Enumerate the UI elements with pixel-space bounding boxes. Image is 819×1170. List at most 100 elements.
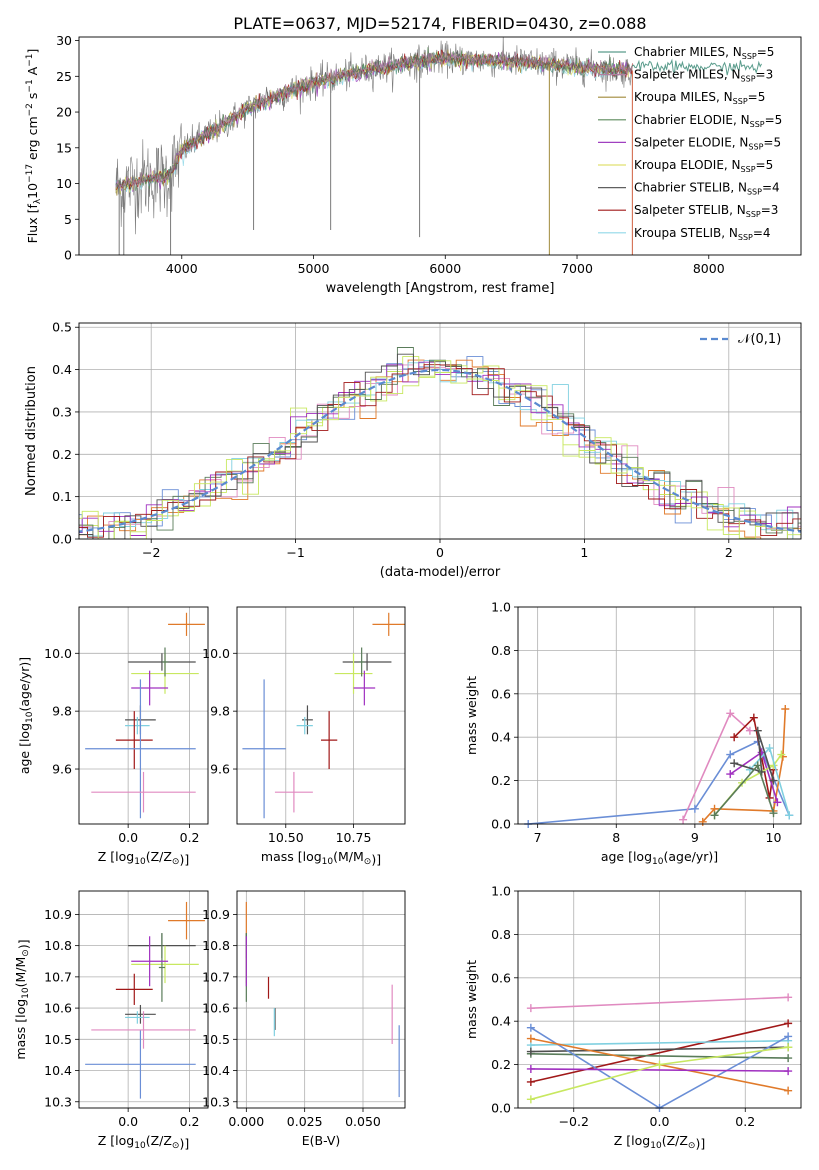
histogram-series [79, 364, 801, 538]
y-tick-label: 10.5 [202, 1032, 230, 1047]
x-tick-label: 0 [436, 545, 444, 560]
y-tick-label: 10.4 [202, 1063, 230, 1078]
y-tick-label: 0.6 [491, 970, 511, 985]
weight-marker [784, 1054, 793, 1063]
weight-marker [526, 1004, 535, 1013]
y-tick-label: 0.5 [52, 320, 72, 335]
weight-marker [526, 1064, 535, 1073]
x-tick-label: 4000 [166, 261, 198, 276]
weight-marker [726, 750, 735, 759]
y-tick-label: 10.6 [202, 1001, 230, 1016]
x-axis-label: Z [log10(Z/Z⊙)] [98, 1133, 189, 1151]
y-tick-label: 0.1 [52, 489, 72, 504]
x-axis-label: Z [log10(Z/Z⊙)] [614, 1133, 705, 1151]
x-axis-label: Z [log10(Z/Z⊙)] [98, 849, 189, 867]
x-tick-label: 0.2 [735, 1114, 755, 1129]
weight-marker [726, 770, 735, 779]
y-tick-label: 10.5 [44, 1032, 72, 1047]
y-tick-label: 10.9 [44, 907, 72, 922]
histogram-series [79, 360, 801, 539]
weight-marker [679, 815, 688, 824]
weight-line [733, 730, 775, 781]
age-Z-panel: 0.0 0.2 9.6 9.8 10.0 Z [log10(Z/Z⊙)] age [log1… [17, 606, 209, 867]
y-tick-label: 1.0 [491, 884, 511, 899]
weight-marker [765, 744, 774, 753]
weight-Z-panel: −0.2 0.0 0.2 0.0 0.2 0.4 0.6 0.8 1.0 Z [log10(Z/Z… [464, 884, 802, 1151]
y-tick-label: 25 [56, 69, 72, 84]
y-tick-label: 9.6 [210, 762, 230, 777]
axes-frame [78, 36, 802, 256]
y-tick-label: 20 [56, 105, 72, 120]
legend-entry: Salpeter ELODIE, NSSP=5 [634, 135, 781, 151]
axes-frame [517, 606, 802, 825]
x-tick-label: 9 [691, 830, 699, 845]
weight-line [682, 711, 751, 821]
y-tick-label: 10.4 [44, 1063, 72, 1078]
y-tick-label: 0.2 [491, 773, 511, 788]
model-spectrum-line [115, 51, 633, 192]
x-tick-label: 0.2 [180, 830, 200, 845]
legend-entry: Chabrier STELIB, NSSP=4 [634, 181, 780, 197]
x-tick-label: 1 [580, 545, 588, 560]
x-tick-label: 8 [612, 830, 620, 845]
error-bars [245, 901, 400, 1098]
weight-line [530, 996, 789, 1009]
model-spectrum-line [115, 51, 633, 195]
axes-frame [517, 890, 802, 1109]
model-spectrum-line [115, 53, 633, 193]
y-tick-label: 0.8 [491, 927, 511, 942]
x-tick-label: 0.2 [180, 1114, 200, 1129]
y-tick-label: 10.7 [202, 969, 230, 984]
legend-entry: Kroupa MILES, NSSP=5 [634, 90, 765, 106]
weight-marker [698, 817, 707, 826]
x-tick-label: 10.50 [268, 830, 304, 845]
weight-line [530, 1039, 789, 1046]
x-tick-label: 0.0 [118, 1114, 138, 1129]
weight-marker [777, 750, 786, 759]
weight-marker [773, 798, 782, 807]
weight-line [530, 1068, 789, 1072]
y-tick-label: 9.6 [52, 762, 72, 777]
weight-marker [710, 811, 719, 820]
y-tick-label: 0.0 [491, 1101, 511, 1116]
x-tick-label: 10 [766, 830, 782, 845]
y-tick-label: 0.8 [491, 643, 511, 658]
y-tick-label: 0.0 [491, 817, 511, 832]
x-tick-label: 7 [534, 830, 542, 845]
y-tick-label: 0.4 [52, 362, 72, 377]
axes-frame [78, 606, 209, 825]
axes-frame [78, 890, 209, 1109]
x-tick-label: 5000 [298, 261, 330, 276]
figure-title: PLATE=0637, MJD=52174, FIBERID=0430, z=0… [233, 14, 646, 33]
weight-marker [753, 726, 762, 735]
axes-frame [78, 322, 802, 540]
weight-marker [526, 1095, 535, 1104]
axes-frame [236, 606, 406, 825]
y-axis-label: mass weight [464, 676, 479, 755]
weight-marker [655, 1060, 664, 1069]
y-tick-label: 10.7 [44, 969, 72, 984]
weight-marker [526, 1077, 535, 1086]
weight-marker [784, 1067, 793, 1076]
x-tick-label: −1 [286, 545, 304, 560]
weight-line [528, 740, 790, 825]
weight-line [530, 1046, 789, 1053]
weight-marker [726, 709, 735, 718]
y-tick-label: 0.0 [52, 532, 72, 547]
weight-age-panel: 7 8 9 10 0.0 0.2 0.4 0.6 0.8 1.0 age [log10(age/yr… [464, 600, 802, 867]
x-tick-label: 0.025 [287, 1114, 323, 1129]
y-tick-label: 30 [56, 33, 72, 48]
y-axis-label: mass [log10(M/M⊙)] [13, 939, 31, 1059]
weight-marker [757, 767, 766, 776]
weight-marker [526, 1034, 535, 1043]
x-tick-label: 0.0 [118, 830, 138, 845]
histogram-series [79, 361, 801, 536]
x-axis-label: age [log10(age/yr)] [601, 849, 718, 867]
model-spectrum-line [115, 52, 633, 192]
y-tick-label: 9.8 [210, 704, 230, 719]
weight-marker [690, 804, 699, 813]
x-tick-label: 0.0 [650, 1114, 670, 1129]
mass-Z-panel: 0.0 0.2 10.3 10.4 10.5 10.6 10.7 10.8 10.9 Z [log… [13, 890, 209, 1151]
weight-marker [784, 993, 793, 1002]
